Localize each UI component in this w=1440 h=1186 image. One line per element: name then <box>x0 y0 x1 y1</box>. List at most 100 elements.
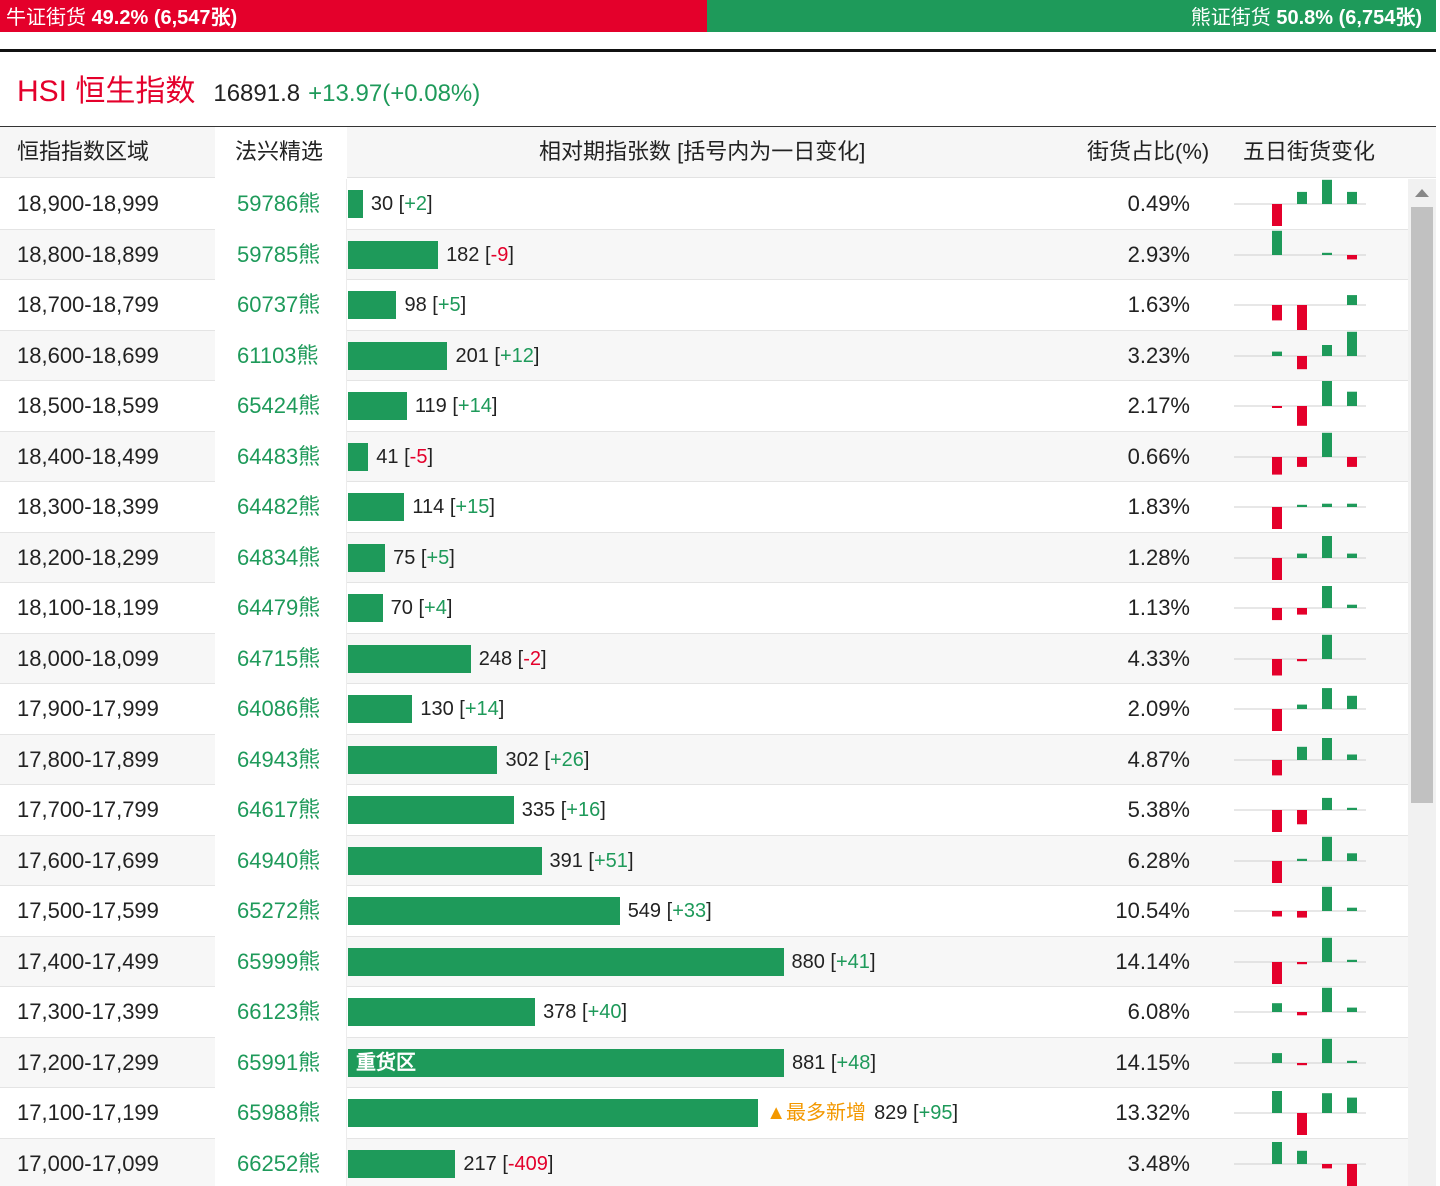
bull-bear-ratio-bar: 牛证街货 49.2% (6,547张) 熊证街货 50.8% (6,754张) <box>0 0 1436 32</box>
warrant-code-link[interactable]: 65991熊 <box>237 1049 321 1075</box>
bar-value: 335 [+16] <box>521 799 606 821</box>
contract-bar: 重货区 <box>348 1048 784 1077</box>
spark-bar <box>1297 658 1307 661</box>
spark-bar <box>1272 204 1282 226</box>
daily-change: +15 <box>455 496 490 518</box>
five-day-change-chart <box>1234 937 1366 984</box>
warrant-code-link[interactable]: 59785熊 <box>237 241 321 267</box>
contract-bar <box>348 190 363 218</box>
contract-count: 302 <box>505 748 539 771</box>
spark-bar <box>1297 355 1307 369</box>
spark-bar <box>1347 1163 1357 1186</box>
contract-bar <box>348 392 407 420</box>
five-day-change-chart <box>1234 634 1366 675</box>
spark-bar <box>1347 553 1357 558</box>
code-cell: 64086熊 <box>215 684 347 735</box>
range-cell: 17,400-17,499 <box>17 948 159 974</box>
spark-bar <box>1322 252 1332 255</box>
range-cell: 18,700-18,799 <box>17 292 159 317</box>
contract-count: 335 <box>521 799 556 821</box>
warrant-code-link[interactable]: 61103熊 <box>237 342 319 368</box>
share-pct: 5.38% <box>1127 797 1190 822</box>
spark-bar <box>1322 737 1332 760</box>
code-cell: 66252熊 <box>215 1138 347 1186</box>
contract-bar <box>348 291 397 319</box>
spark-bar <box>1297 305 1307 330</box>
range-cell: 18,100-18,199 <box>17 595 159 620</box>
spark-bar <box>1322 535 1332 558</box>
spark-bar <box>1297 1012 1307 1016</box>
five-day-change-chart <box>1234 1091 1366 1135</box>
spark-bar <box>1297 858 1307 861</box>
scroll-up-icon[interactable] <box>1415 189 1429 197</box>
spark-bar <box>1272 961 1282 984</box>
daily-change: +33 <box>672 900 707 922</box>
warrant-code-link[interactable]: 65424熊 <box>237 393 321 418</box>
daily-change: +40 <box>587 1001 622 1023</box>
spark-bar <box>1272 456 1282 475</box>
spark-bar <box>1297 746 1307 760</box>
warrant-code-link[interactable]: 64943熊 <box>237 746 321 772</box>
share-pct: 6.08% <box>1127 999 1190 1024</box>
warrant-code-link[interactable]: 65999熊 <box>237 948 321 974</box>
code-cell: 65988熊 <box>215 1088 347 1139</box>
spark-bar <box>1272 810 1282 832</box>
daily-change: -409 <box>507 1152 548 1175</box>
table-row: 18,600-18,699 61103熊 201 [+12] 3.23% <box>0 330 1408 381</box>
spark-bar <box>1322 937 1332 962</box>
daily-change: +95 <box>918 1102 953 1124</box>
daily-change: +4 <box>424 597 447 619</box>
warrant-code-link[interactable]: 64834熊 <box>237 544 321 570</box>
spark-bar <box>1272 860 1282 883</box>
five-day-change-chart <box>1234 535 1366 580</box>
warrant-code-link[interactable]: 65988熊 <box>237 1100 321 1125</box>
spark-bar <box>1322 586 1332 608</box>
five-day-change-chart <box>1234 503 1366 529</box>
table-row: 18,200-18,299 64834熊 75 [+5] 1.28% <box>0 532 1408 583</box>
contract-bar <box>348 947 784 976</box>
contract-bar <box>348 846 542 875</box>
warrant-code-link[interactable]: 66123熊 <box>237 999 321 1024</box>
spark-bar <box>1322 886 1332 911</box>
five-day-change-chart <box>1234 1038 1366 1065</box>
bar-value: 41 [-5] <box>376 445 434 468</box>
warrant-code-link[interactable]: 64940熊 <box>237 847 321 873</box>
code-cell: 65991熊 <box>215 1037 347 1088</box>
table-row: 18,700-18,799 60737熊 98 [+5] 1.63% <box>0 280 1408 331</box>
warrant-code-link[interactable]: 59786熊 <box>237 191 321 216</box>
table-row: 18,900-18,999 59786熊 30 [+2] 0.49% <box>0 179 1408 230</box>
warrant-code-link[interactable]: 66252熊 <box>237 1150 321 1176</box>
warrant-code-link[interactable]: 60737熊 <box>237 292 321 317</box>
scrollbar[interactable] <box>1408 179 1436 1186</box>
warrant-code-link[interactable]: 64479熊 <box>237 595 321 620</box>
contract-count: 119 <box>414 395 447 417</box>
bull-label: 牛证街货 <box>6 7 86 29</box>
range-cell: 17,500-17,599 <box>17 898 159 923</box>
warrant-code-link[interactable]: 64482熊 <box>237 494 321 519</box>
bar-value: 98 [+5] <box>404 294 467 316</box>
warrant-code-link[interactable]: 65272熊 <box>237 898 321 923</box>
share-pct: 10.54% <box>1115 898 1190 923</box>
table-row: 18,300-18,399 64482熊 114 [+15] 1.83% <box>0 482 1408 533</box>
warrant-code-link[interactable]: 64715熊 <box>237 645 321 671</box>
five-day-change-chart <box>1234 836 1366 883</box>
contract-count: 391 <box>549 849 583 872</box>
spark-bar <box>1272 1141 1282 1164</box>
range-cell: 18,500-18,599 <box>17 393 159 418</box>
spark-bar <box>1347 907 1357 911</box>
five-day-change-chart <box>1234 179 1366 226</box>
table-row: 17,300-17,399 66123熊 378 [+40] 6.08% <box>0 987 1408 1038</box>
spark-bar <box>1272 759 1282 775</box>
spark-bar <box>1297 961 1307 964</box>
five-day-change-chart <box>1234 688 1366 731</box>
warrant-code-link[interactable]: 64617熊 <box>237 797 321 822</box>
scroll-thumb[interactable] <box>1411 207 1433 803</box>
five-day-change-chart <box>1234 797 1366 832</box>
warrant-code-link[interactable]: 64086熊 <box>237 696 321 721</box>
daily-change: -5 <box>409 445 428 468</box>
warrant-code-link[interactable]: 64483熊 <box>237 443 321 469</box>
spark-bar <box>1272 709 1282 731</box>
contract-count: 41 <box>376 445 399 468</box>
spark-bar <box>1272 608 1282 621</box>
bar-value: 880 [+41] <box>791 950 876 973</box>
